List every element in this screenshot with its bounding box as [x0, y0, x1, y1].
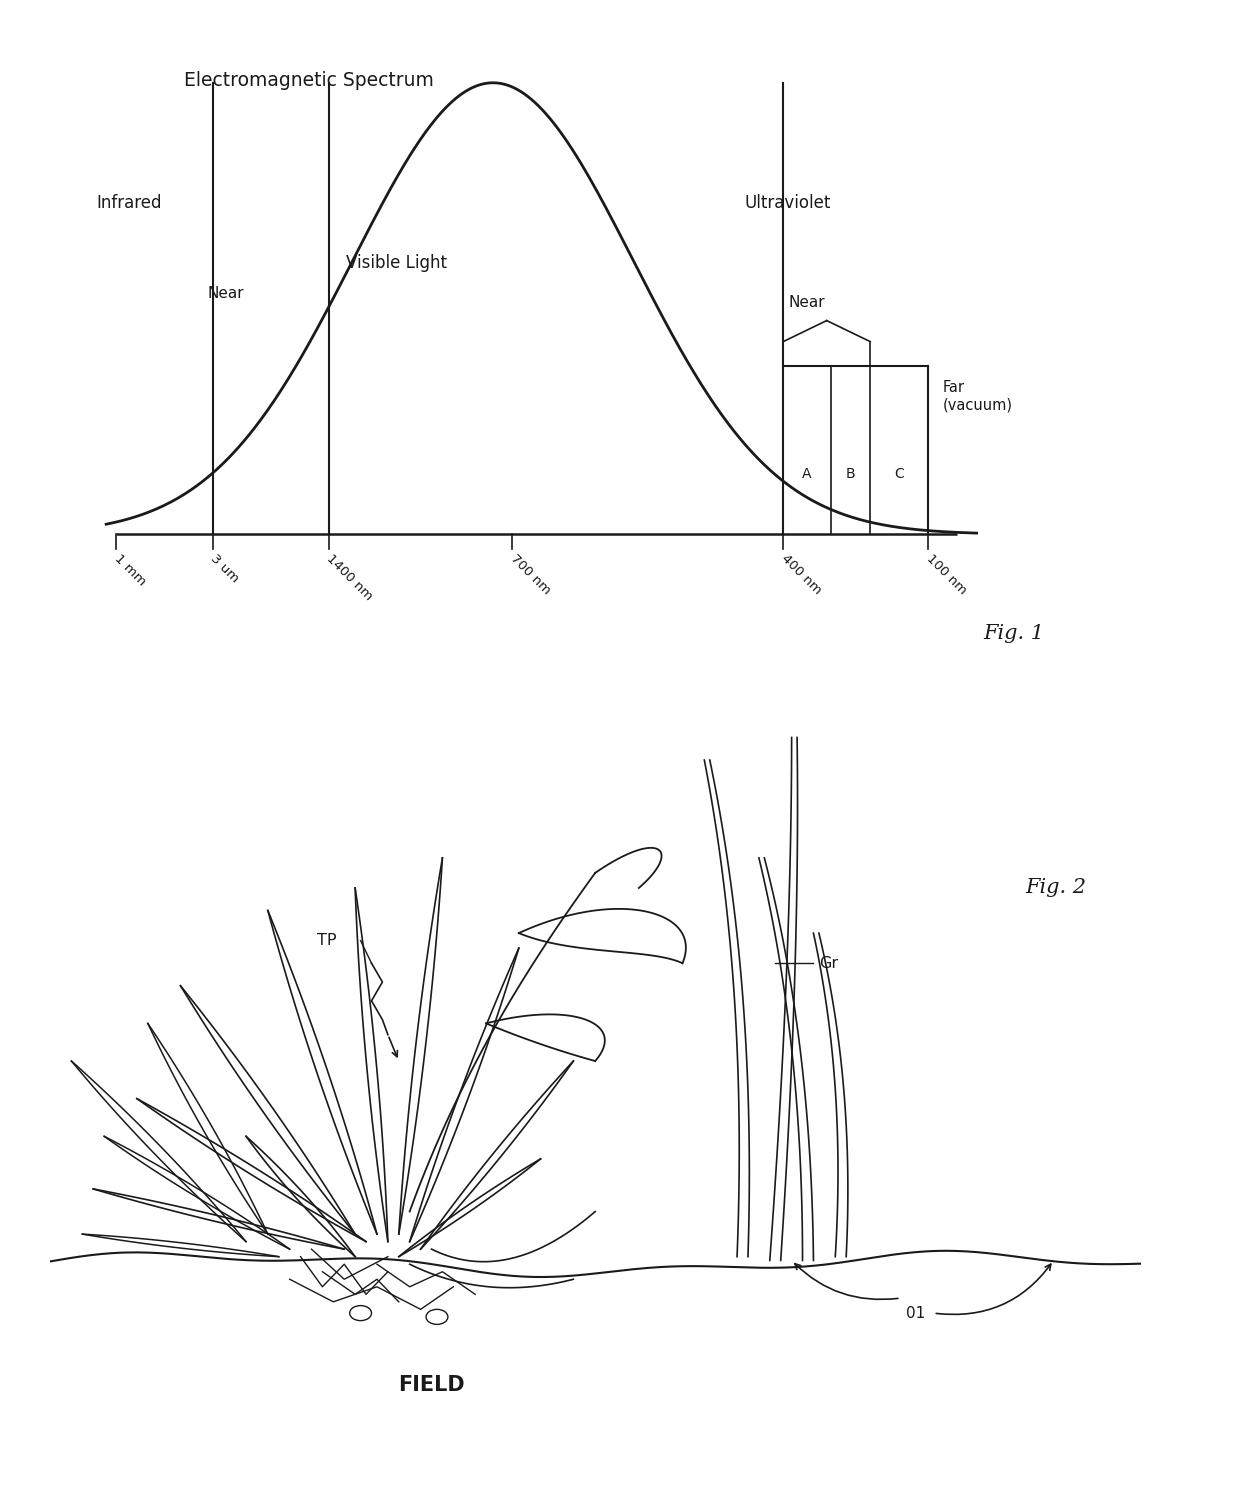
- Text: 400 nm: 400 nm: [779, 552, 823, 597]
- Text: 1 mm: 1 mm: [112, 552, 148, 588]
- Text: A: A: [802, 467, 812, 482]
- Text: 700 nm: 700 nm: [508, 552, 553, 597]
- Text: 01: 01: [906, 1306, 925, 1320]
- Text: Near: Near: [208, 286, 244, 301]
- Text: Electromagnetic Spectrum: Electromagnetic Spectrum: [184, 71, 434, 90]
- Text: 1400 nm: 1400 nm: [324, 552, 376, 604]
- Text: Far
(vacuum): Far (vacuum): [942, 379, 1013, 412]
- Text: FIELD: FIELD: [398, 1374, 465, 1395]
- Text: Gr: Gr: [818, 956, 838, 971]
- Text: Infrared: Infrared: [97, 194, 162, 212]
- Text: Visible Light: Visible Light: [346, 254, 446, 272]
- Text: C: C: [894, 467, 904, 482]
- Text: Ultraviolet: Ultraviolet: [744, 194, 831, 212]
- Text: Fig. 2: Fig. 2: [1025, 879, 1086, 897]
- Text: 3 um: 3 um: [208, 552, 242, 585]
- Text: TP: TP: [317, 933, 336, 948]
- Text: B: B: [846, 467, 856, 482]
- Text: 100 nm: 100 nm: [924, 552, 970, 597]
- Text: Fig. 1: Fig. 1: [983, 623, 1044, 643]
- Text: Near: Near: [789, 295, 825, 310]
